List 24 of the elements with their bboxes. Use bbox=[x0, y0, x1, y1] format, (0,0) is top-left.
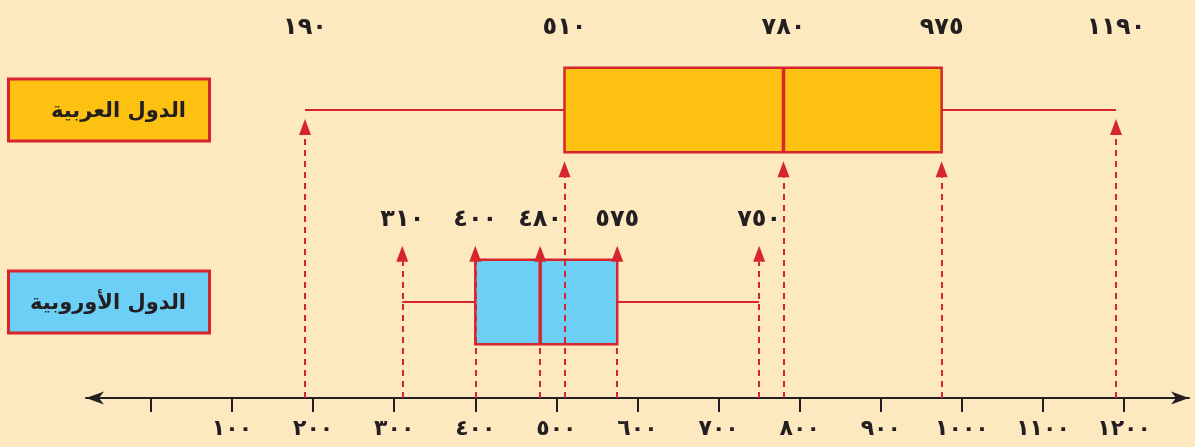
x-tick-label: ١٢٠٠ bbox=[1097, 414, 1151, 440]
annotation: ١١٩٠ bbox=[1086, 11, 1146, 40]
y-tick-label: الدول العربية bbox=[51, 98, 186, 122]
x-tick-label: ٧٠٠ bbox=[698, 414, 739, 440]
x-tick-label: ١٠٠ bbox=[211, 414, 253, 440]
annotation: ٧٥٠ bbox=[737, 203, 782, 232]
annotation: ٩٧٥ bbox=[919, 11, 964, 40]
annotation: ٣١٠ bbox=[380, 203, 425, 232]
x-tick-label: ١٠٠٠ bbox=[935, 414, 989, 440]
x-tick-label: ٥٠٠ bbox=[536, 414, 577, 440]
annotation: ٧٨٠ bbox=[761, 11, 806, 40]
x-tick-label: ٤٠٠ bbox=[455, 414, 496, 440]
x-tick-label: ٢٠٠ bbox=[292, 414, 334, 440]
x-tick-label: ٨٠٠ bbox=[779, 414, 820, 440]
x-tick-label: ٦٠٠ bbox=[617, 414, 658, 440]
x-tick-label: ٩٠٠ bbox=[860, 414, 901, 440]
x-tick-label: ٣٠٠ bbox=[374, 414, 415, 440]
annotation: ٤٨٠ bbox=[518, 203, 563, 232]
annotation: ٤٠٠ bbox=[453, 203, 498, 232]
y-tick-label: الدول الأوروبية bbox=[29, 288, 186, 314]
x-tick-label: ١١٠٠ bbox=[1016, 414, 1070, 440]
annotation: ١٩٠ bbox=[283, 11, 327, 40]
annotation: ٥٧٥ bbox=[595, 203, 640, 232]
annotation: ٥١٠ bbox=[542, 11, 587, 40]
